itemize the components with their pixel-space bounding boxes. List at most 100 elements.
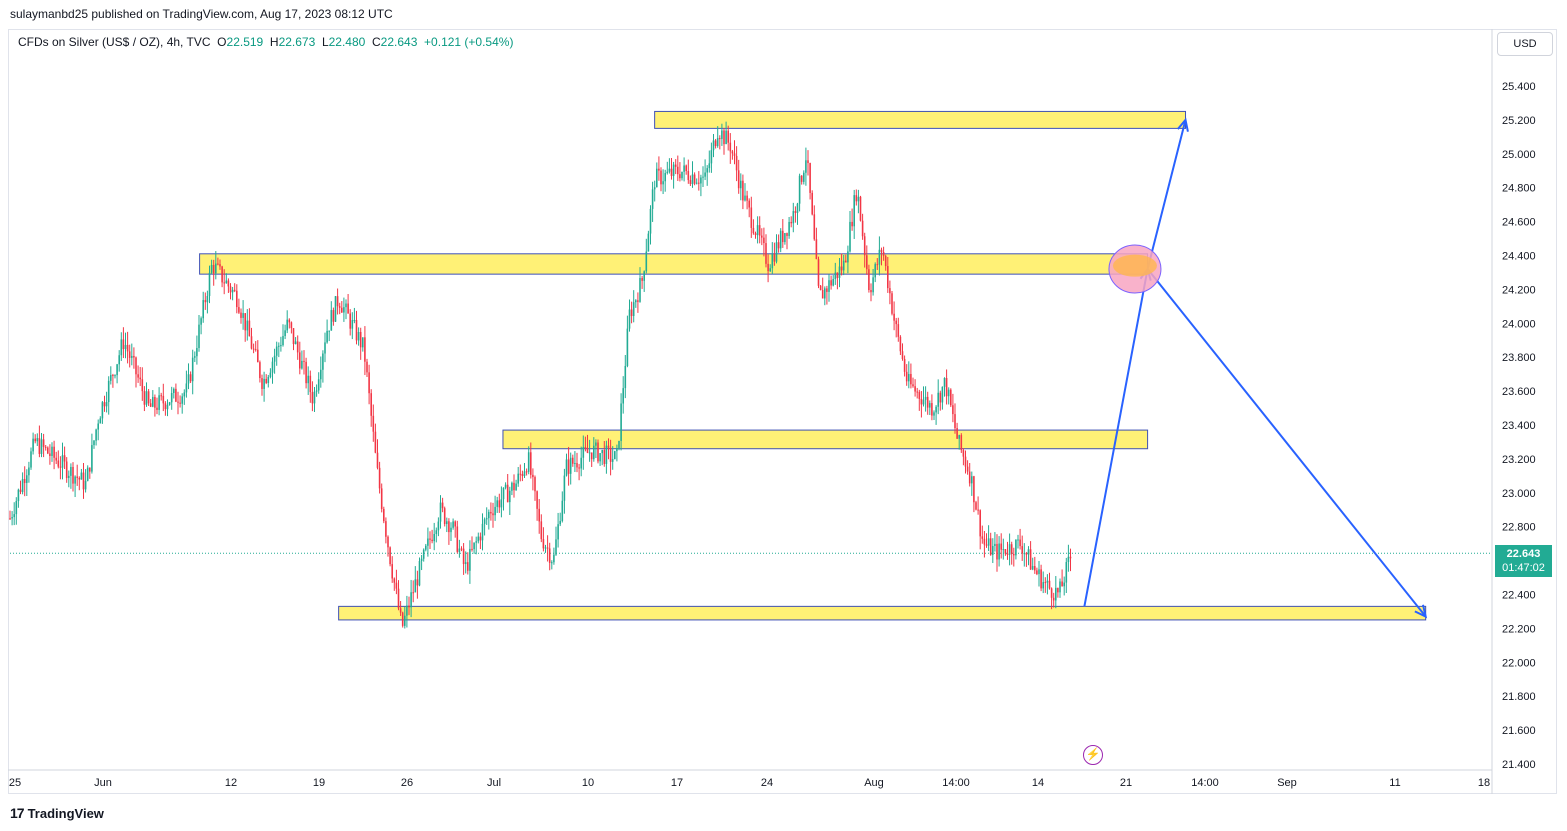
candle-body [355, 320, 358, 341]
candle-body [23, 478, 26, 484]
candle-body [248, 320, 251, 337]
candle-body [498, 500, 501, 508]
candle-body [653, 187, 656, 190]
zones[interactable] [199, 110, 1427, 621]
candle-body [1067, 556, 1070, 563]
candle-body [578, 467, 580, 469]
candle-body [962, 450, 965, 457]
candle-body [515, 483, 517, 491]
candle-body [981, 536, 984, 539]
candle-body [105, 402, 108, 407]
symbol-title[interactable]: CFDs on Silver (US$ / OZ), 4h, TVC [18, 35, 211, 49]
candle-body [863, 236, 866, 256]
candle-body [351, 320, 354, 329]
candle-body [851, 221, 853, 227]
candle-body [754, 233, 757, 236]
candle-body [698, 182, 700, 184]
candle-body [943, 378, 946, 387]
candle-body [1004, 549, 1007, 554]
close-value: 22.643 [380, 35, 418, 49]
support-resistance-zone[interactable] [199, 253, 1149, 275]
candle-body [313, 391, 316, 404]
candle-body [880, 249, 883, 252]
price-tick-label: 21.600 [1502, 725, 1536, 737]
candle-body [431, 539, 433, 542]
candle-body [821, 289, 824, 299]
candle-body [1023, 553, 1026, 555]
candle-body [362, 337, 364, 348]
candle-body [95, 429, 97, 441]
candle-body [72, 466, 74, 484]
candle-body [223, 282, 225, 284]
candle-body [761, 235, 763, 238]
candle-body [834, 272, 837, 280]
candle-body [435, 530, 438, 534]
candle-body [44, 446, 47, 448]
candle-body [693, 174, 696, 184]
candle-body [842, 260, 845, 271]
support-resistance-zone[interactable] [502, 429, 1149, 450]
flash-event-icon[interactable]: ⚡ [1083, 745, 1103, 765]
projection-path[interactable] [1083, 119, 1427, 618]
price-tick-label: 24.000 [1502, 318, 1536, 330]
candle-body [481, 523, 484, 541]
candle-body [672, 164, 675, 176]
candle-body [857, 196, 860, 202]
tradingview-logo-icon: 17 [10, 805, 25, 821]
candle-body [488, 511, 490, 519]
candle-body [1059, 581, 1061, 593]
candle-body [685, 165, 687, 172]
price-tick-label: 21.800 [1502, 691, 1536, 703]
candle-body [229, 286, 232, 293]
candle-body [683, 165, 685, 172]
candle-body [998, 543, 1000, 560]
candle-body [410, 592, 412, 608]
time-axis[interactable]: 25 Jun 12 19 26 Jul 10 17 24 Aug 14:00 14 21 14:00 Sep… [8, 769, 1492, 789]
candle-body [908, 373, 910, 382]
footer-brand[interactable]: 17 TradingView [10, 805, 104, 821]
price-axis[interactable]: 25.400 25.200 25.000 24.800 24.600 24.400 24.2… [1491, 29, 1536, 794]
candle-body [91, 445, 93, 472]
candle-body [299, 352, 301, 369]
candle-body [194, 356, 196, 358]
candle-body [479, 536, 482, 541]
candle-body [641, 278, 643, 281]
candle-body [500, 499, 503, 508]
candle-body [511, 482, 513, 491]
candle-body [1034, 566, 1036, 571]
candle-body [439, 502, 442, 522]
candle-body [1006, 553, 1009, 555]
candle-body [387, 536, 389, 548]
support-resistance-zone[interactable] [654, 110, 1187, 129]
currency-button[interactable]: USD [1497, 32, 1553, 56]
candle-body [662, 181, 664, 185]
candle-body [496, 500, 498, 507]
drawings[interactable] [1083, 117, 1428, 619]
candle-body [607, 445, 610, 448]
price-tick-label: 22.400 [1502, 590, 1536, 602]
price-tick-label: 23.200 [1502, 454, 1536, 466]
candle-body [38, 438, 41, 454]
candle-body [420, 558, 423, 562]
support-resistance-zone[interactable] [338, 605, 1427, 621]
candle-body [17, 489, 20, 502]
candle-body [893, 313, 895, 321]
candle-body [838, 266, 841, 278]
candle-body [238, 307, 240, 313]
candle-body [473, 542, 475, 550]
candle-body [983, 538, 986, 545]
candle-body [809, 163, 811, 193]
candle-body [492, 513, 494, 516]
candle-body [378, 467, 381, 489]
candle-body [210, 264, 213, 273]
candle-body [393, 578, 396, 583]
candle-body [296, 341, 299, 353]
candle-body [187, 374, 190, 384]
candle-body [189, 374, 192, 382]
candle-body [170, 393, 173, 403]
candle-body [273, 355, 276, 362]
candle-body [433, 533, 435, 542]
candle-body [1019, 539, 1021, 547]
candle-body [458, 548, 461, 552]
